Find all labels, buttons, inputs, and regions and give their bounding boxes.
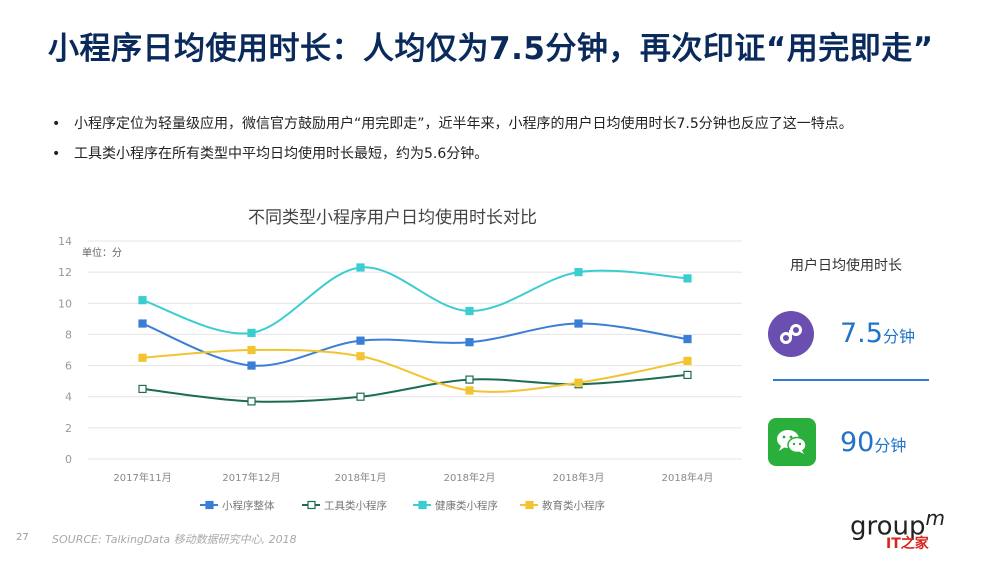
data-point [247, 345, 256, 355]
side-panel-divider [773, 379, 929, 381]
x-tick-label: 2018年4月 [662, 471, 714, 484]
wechat-duration-value: 90 [840, 427, 875, 458]
page-number: 27 [16, 532, 29, 543]
legend-label: 健康类小程序 [435, 499, 498, 512]
legend-marker [205, 500, 214, 510]
legend-label: 工具类小程序 [324, 499, 387, 512]
y-tick-label: 14 [58, 235, 72, 248]
bullet-item: • 小程序定位为轻量级应用，微信官方鼓励用户“用完即走”，近半年来，小程序的用户… [52, 114, 952, 134]
series-line [142, 322, 688, 367]
legend-marker [418, 500, 427, 510]
data-point [574, 268, 583, 277]
y-tick-label: 2 [65, 422, 72, 435]
groupm-logo-text: group [850, 511, 926, 542]
legend-marker [525, 500, 534, 510]
data-point [138, 296, 147, 305]
side-panel-label: 用户日均使用时长 [790, 258, 902, 274]
mini-program-icon [768, 311, 814, 357]
y-tick-label: 0 [65, 453, 72, 466]
data-point [247, 361, 256, 370]
data-point [465, 375, 474, 384]
wechat-duration-unit: 分钟 [874, 436, 907, 455]
groupm-logo: groupm [850, 506, 945, 542]
wechat-duration: 90分钟 [840, 427, 906, 458]
x-tick-label: 2017年12月 [222, 471, 280, 484]
legend-label: 教育类小程序 [542, 499, 605, 512]
data-point [138, 319, 147, 328]
data-point [465, 386, 474, 395]
data-point [138, 384, 147, 394]
data-point [683, 335, 692, 344]
bullet-symbol: • [52, 146, 61, 162]
legend-label: 小程序整体 [222, 499, 275, 512]
page-title: 小程序日均使用时长：人均仅为7.5分钟，再次印证“用完即走” [48, 31, 934, 67]
ithome-watermark: IT之家 [886, 536, 929, 552]
data-point [683, 274, 692, 283]
x-tick-label: 2018年1月 [335, 471, 387, 484]
unit-label: 单位：分 [82, 246, 122, 259]
data-point [138, 353, 147, 362]
bullet-symbol: • [52, 116, 61, 132]
data-point [356, 392, 365, 401]
bullet-text: 小程序定位为轻量级应用，微信官方鼓励用户“用完即走”，近半年来，小程序的用户日均… [74, 116, 853, 132]
bullet-list: • 小程序定位为轻量级应用，微信官方鼓励用户“用完即走”，近半年来，小程序的用户… [52, 114, 952, 174]
data-point [683, 356, 692, 365]
wechat-icon [768, 418, 816, 466]
data-point [465, 338, 474, 347]
series-line [142, 266, 688, 335]
data-point [356, 352, 365, 361]
y-tick-label: 6 [65, 360, 72, 373]
y-tick-label: 8 [65, 328, 72, 341]
data-point [356, 336, 365, 345]
y-tick-label: 12 [58, 266, 72, 279]
x-tick-label: 2018年2月 [444, 471, 496, 484]
groupm-logo-sup: m [925, 506, 945, 530]
legend-marker [307, 500, 316, 510]
chart-title: 不同类型小程序用户日均使用时长对比 [248, 208, 537, 228]
mini-program-duration-unit: 分钟 [882, 327, 915, 346]
data-point [574, 319, 583, 328]
data-point [574, 378, 583, 387]
data-point [247, 328, 256, 337]
bullet-text: 工具类小程序在所有类型中平均日均使用时长最短，约为5.6分钟。 [74, 146, 489, 162]
series-line [142, 373, 688, 403]
y-tick-label: 10 [58, 297, 72, 310]
mini-program-duration: 7.5分钟 [840, 318, 915, 349]
source-note: SOURCE: TalkingData 移动数据研究中心, 2018 [52, 533, 297, 546]
data-point [356, 263, 365, 272]
data-point [247, 397, 256, 406]
mini-program-duration-value: 7.5 [840, 318, 883, 349]
x-tick-label: 2017年11月 [113, 471, 171, 484]
bullet-item: • 工具类小程序在所有类型中平均日均使用时长最短，约为5.6分钟。 [52, 144, 952, 164]
series-line [142, 348, 688, 393]
y-tick-label: 4 [65, 391, 72, 404]
data-point [465, 306, 474, 316]
data-point [683, 370, 692, 380]
x-tick-label: 2018年3月 [553, 471, 605, 484]
